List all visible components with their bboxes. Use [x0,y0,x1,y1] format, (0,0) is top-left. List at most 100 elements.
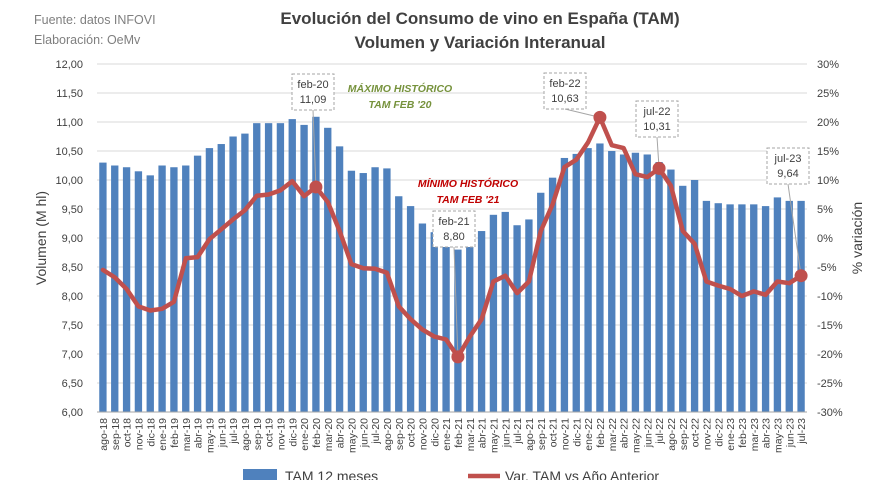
callout-box [766,147,810,185]
x-tick-label: jul-21 [512,418,524,445]
x-tick-label: mar-23 [749,418,761,451]
bar [406,206,415,412]
x-tick-label: feb-20 [311,418,323,448]
bar [371,167,379,412]
bar [335,146,344,413]
bar [572,153,580,412]
x-tick-label: oct-20 [406,418,418,447]
bar [205,148,214,412]
y2-axis-title: % variación [849,202,865,274]
bar [383,168,391,412]
x-tick-label: abr-20 [335,418,347,449]
bar [513,225,521,412]
callout-box [543,72,587,110]
bar [785,200,793,412]
x-tick-label: jul-23 [796,418,808,445]
bar [182,165,190,412]
x-tick-label: mar-19 [181,418,193,451]
bar [264,123,273,412]
y2-tick-label: -25% [817,378,843,390]
legend-label-line: Var. TAM vs Año Anterior [505,468,659,480]
y2-tick-label: -30% [817,407,843,419]
y2-tick-label: -20% [817,349,843,361]
bar [442,238,450,412]
callout-value: 10,63 [551,93,579,105]
annotation-line1: MÍNIMO HISTÓRICO [418,177,518,190]
annotation-line2: TAM FEB '20 [369,99,432,111]
callout-value: 9,64 [777,168,798,180]
y-tick-label: 6,50 [62,378,83,390]
x-tick-label: may-23 [772,418,784,453]
y-tick-label: 11,50 [56,88,83,100]
bar [690,180,699,412]
bar [702,200,711,412]
y2-tick-label: -15% [817,320,843,332]
legend-label-bars: TAM 12 meses [285,468,378,480]
x-tick-label: jul-22 [654,418,666,445]
x-tick-label: ago-18 [98,418,110,451]
callout-box [432,210,476,248]
x-tick-label: abr-19 [193,418,205,449]
x-tick-label: jun-19 [216,418,228,448]
bar [253,123,261,412]
bar [288,119,296,412]
x-tick-label: feb-21 [453,418,465,448]
callout-box [291,73,335,111]
x-tick-label: ene-20 [299,418,311,451]
variation-line [100,115,804,360]
bar [679,185,687,412]
elaboration-note: Elaboración: OeMv [34,33,141,47]
callout-month: jul-23 [774,153,802,165]
x-tick-label: feb-23 [737,418,749,448]
y-tick-label: 9,00 [62,233,83,245]
x-tick-label: may-21 [488,418,500,453]
x-tick-label: ago-20 [382,418,394,451]
callout-leader [312,109,317,187]
callout-point [309,180,323,194]
callout-box [635,100,679,138]
bar [134,171,143,412]
bar [170,167,178,412]
bar [217,144,225,413]
y-tick-label: 10,00 [55,175,83,187]
bar [619,154,628,413]
legend: TAM 12 meses Var. TAM vs Año Anterior [243,468,659,480]
bar [643,154,651,413]
bar [596,143,604,412]
x-tick-label: ago-21 [524,418,536,451]
callout-leader [787,183,802,276]
y2-tick-label: 20% [817,117,839,129]
x-tick-label: mar-22 [607,418,619,451]
x-tick-label: feb-22 [595,418,607,448]
x-tick-label: sep-20 [394,418,406,450]
bar [501,211,509,412]
x-tick-label: may-20 [346,418,358,453]
variation-line-path [100,115,804,360]
bar [229,136,237,412]
x-tick-label: abr-22 [619,418,631,449]
x-tick-label: ago-22 [666,418,678,451]
x-tick-label: dic-22 [713,418,725,447]
bar [300,124,308,413]
callout-leader [453,246,459,357]
x-tick-label: sep-21 [536,418,548,450]
bar [312,116,320,412]
x-tick-label: ene-22 [583,418,595,451]
bar [466,243,474,412]
x-tick-label: nov-20 [417,418,429,450]
axes: 6,00 6,50 7,00 7,50 8,00 8,50 9,00 9,50 10,00 10,… [33,59,865,453]
y2-tick-label: -5% [817,262,837,274]
bar [99,162,107,412]
x-tick-label: sep-22 [678,418,690,450]
bar [584,148,592,412]
x-tick-label: oct-19 [264,418,276,447]
annotations: feb-20 11,09 feb-21 8,80 feb-22 10,63 jul-22 10… [291,72,810,364]
x-tick-label: jun-22 [642,418,654,448]
x-tick-label: may-19 [204,418,216,453]
y-tick-label: 7,00 [62,349,83,361]
x-tick-label: dic-18 [145,418,157,447]
annotation-line1: MÁXIMO HISTÓRICO [348,82,452,95]
y2-tick-label: 15% [817,146,839,158]
y2-tick-label: 0% [817,233,833,245]
x-tick-label: sep-19 [252,418,264,450]
